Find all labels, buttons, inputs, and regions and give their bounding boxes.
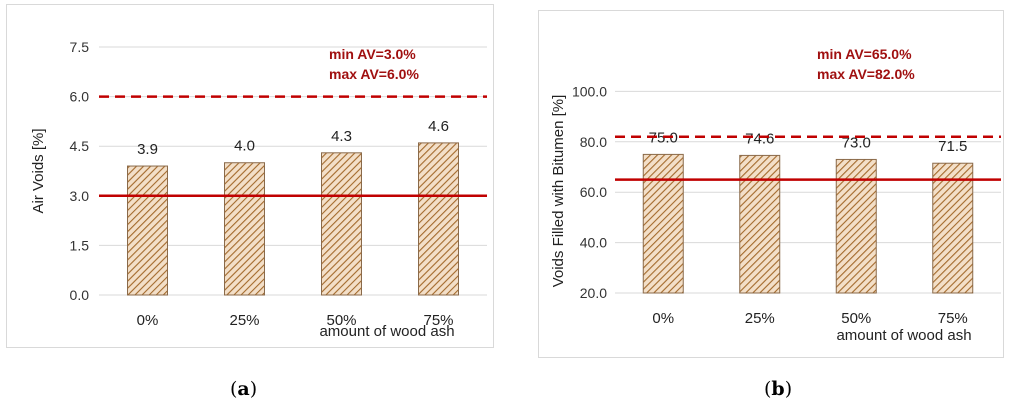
chart-b-xtick-label: 75%	[938, 310, 968, 327]
chart-b-ylabel: Voids Filled with Bitumen [%]	[550, 95, 567, 288]
chart-b-bar	[932, 162, 974, 294]
caption-a-letter: a	[237, 378, 250, 400]
chart-b-ytick-label: 60.0	[580, 184, 607, 200]
chart-a-bar	[321, 152, 362, 296]
chart-b-bar	[739, 154, 781, 294]
chart-a-data-label: 4.6	[428, 118, 449, 135]
caption-b-letter: b	[771, 378, 785, 400]
chart-b-xlabel: amount of wood ash	[836, 327, 971, 344]
chart-b-annotation-max: max AV=82.0%	[817, 66, 915, 82]
chart-b-bar	[835, 158, 877, 294]
chart-a-bar	[127, 165, 168, 296]
chart-b-annotation-min: min AV=65.0%	[817, 46, 912, 62]
caption-a: (a)	[230, 378, 258, 400]
chart-a-ytick-label: 0.0	[70, 287, 90, 303]
chart-a-annotation-max: max AV=6.0%	[329, 66, 419, 82]
chart-b-data-label: 73.0	[842, 134, 871, 151]
chart-a-ytick-label: 1.5	[70, 237, 90, 253]
chart-a-data-label: 4.3	[331, 128, 352, 145]
chart-a-xtick-label: 75%	[423, 312, 453, 329]
chart-b-data-label: 71.5	[938, 138, 967, 155]
chart-a-xtick-label: 0%	[137, 312, 159, 329]
chart-b-data-label: 74.6	[745, 130, 774, 147]
chart-b-ytick-label: 80.0	[580, 134, 607, 150]
chart-panel-a: 0.0 1.5 3.0 4.5 6.0 7.5 3.9 0% 4.0 25% 4.3 50% 4.6 75…	[6, 4, 494, 348]
chart-a-bar	[418, 142, 459, 296]
chart-b-ytick-label: 100.0	[572, 83, 607, 99]
chart-b-xtick-label: 50%	[841, 310, 871, 327]
chart-a-bar	[224, 162, 265, 296]
chart-b-bar	[642, 153, 684, 294]
chart-a-svg: 0.0 1.5 3.0 4.5 6.0 7.5 3.9 0% 4.0 25% 4.3 50% 4.6 75…	[30, 39, 487, 340]
chart-a-ytick-label: 4.5	[70, 138, 90, 154]
chart-a-data-label: 4.0	[234, 138, 255, 155]
chart-a-ytick-label: 6.0	[70, 89, 90, 105]
chart-b-xtick-label: 25%	[745, 310, 775, 327]
chart-b-xtick-label: 0%	[652, 310, 674, 327]
chart-a-ytick-label: 3.0	[70, 188, 90, 204]
chart-a-xtick-label: 50%	[326, 312, 356, 329]
chart-a-xtick-label: 25%	[229, 312, 259, 329]
chart-a-ylabel: Air Voids [%]	[30, 128, 47, 213]
chart-a-annotation-min: min AV=3.0%	[329, 46, 416, 62]
chart-a-data-label: 3.9	[137, 141, 158, 158]
caption-b: (b)	[764, 378, 793, 400]
chart-b-ytick-label: 40.0	[580, 235, 607, 251]
chart-a-xlabel: amount of wood ash	[319, 323, 454, 340]
chart-b-svg: 20.040.060.080.0100.075.00%74.625%73.050…	[550, 46, 1001, 344]
chart-a-ytick-label: 7.5	[70, 39, 90, 55]
chart-b-ytick-label: 20.0	[580, 285, 607, 301]
chart-panel-b: 20.040.060.080.0100.075.00%74.625%73.050…	[538, 10, 1004, 358]
